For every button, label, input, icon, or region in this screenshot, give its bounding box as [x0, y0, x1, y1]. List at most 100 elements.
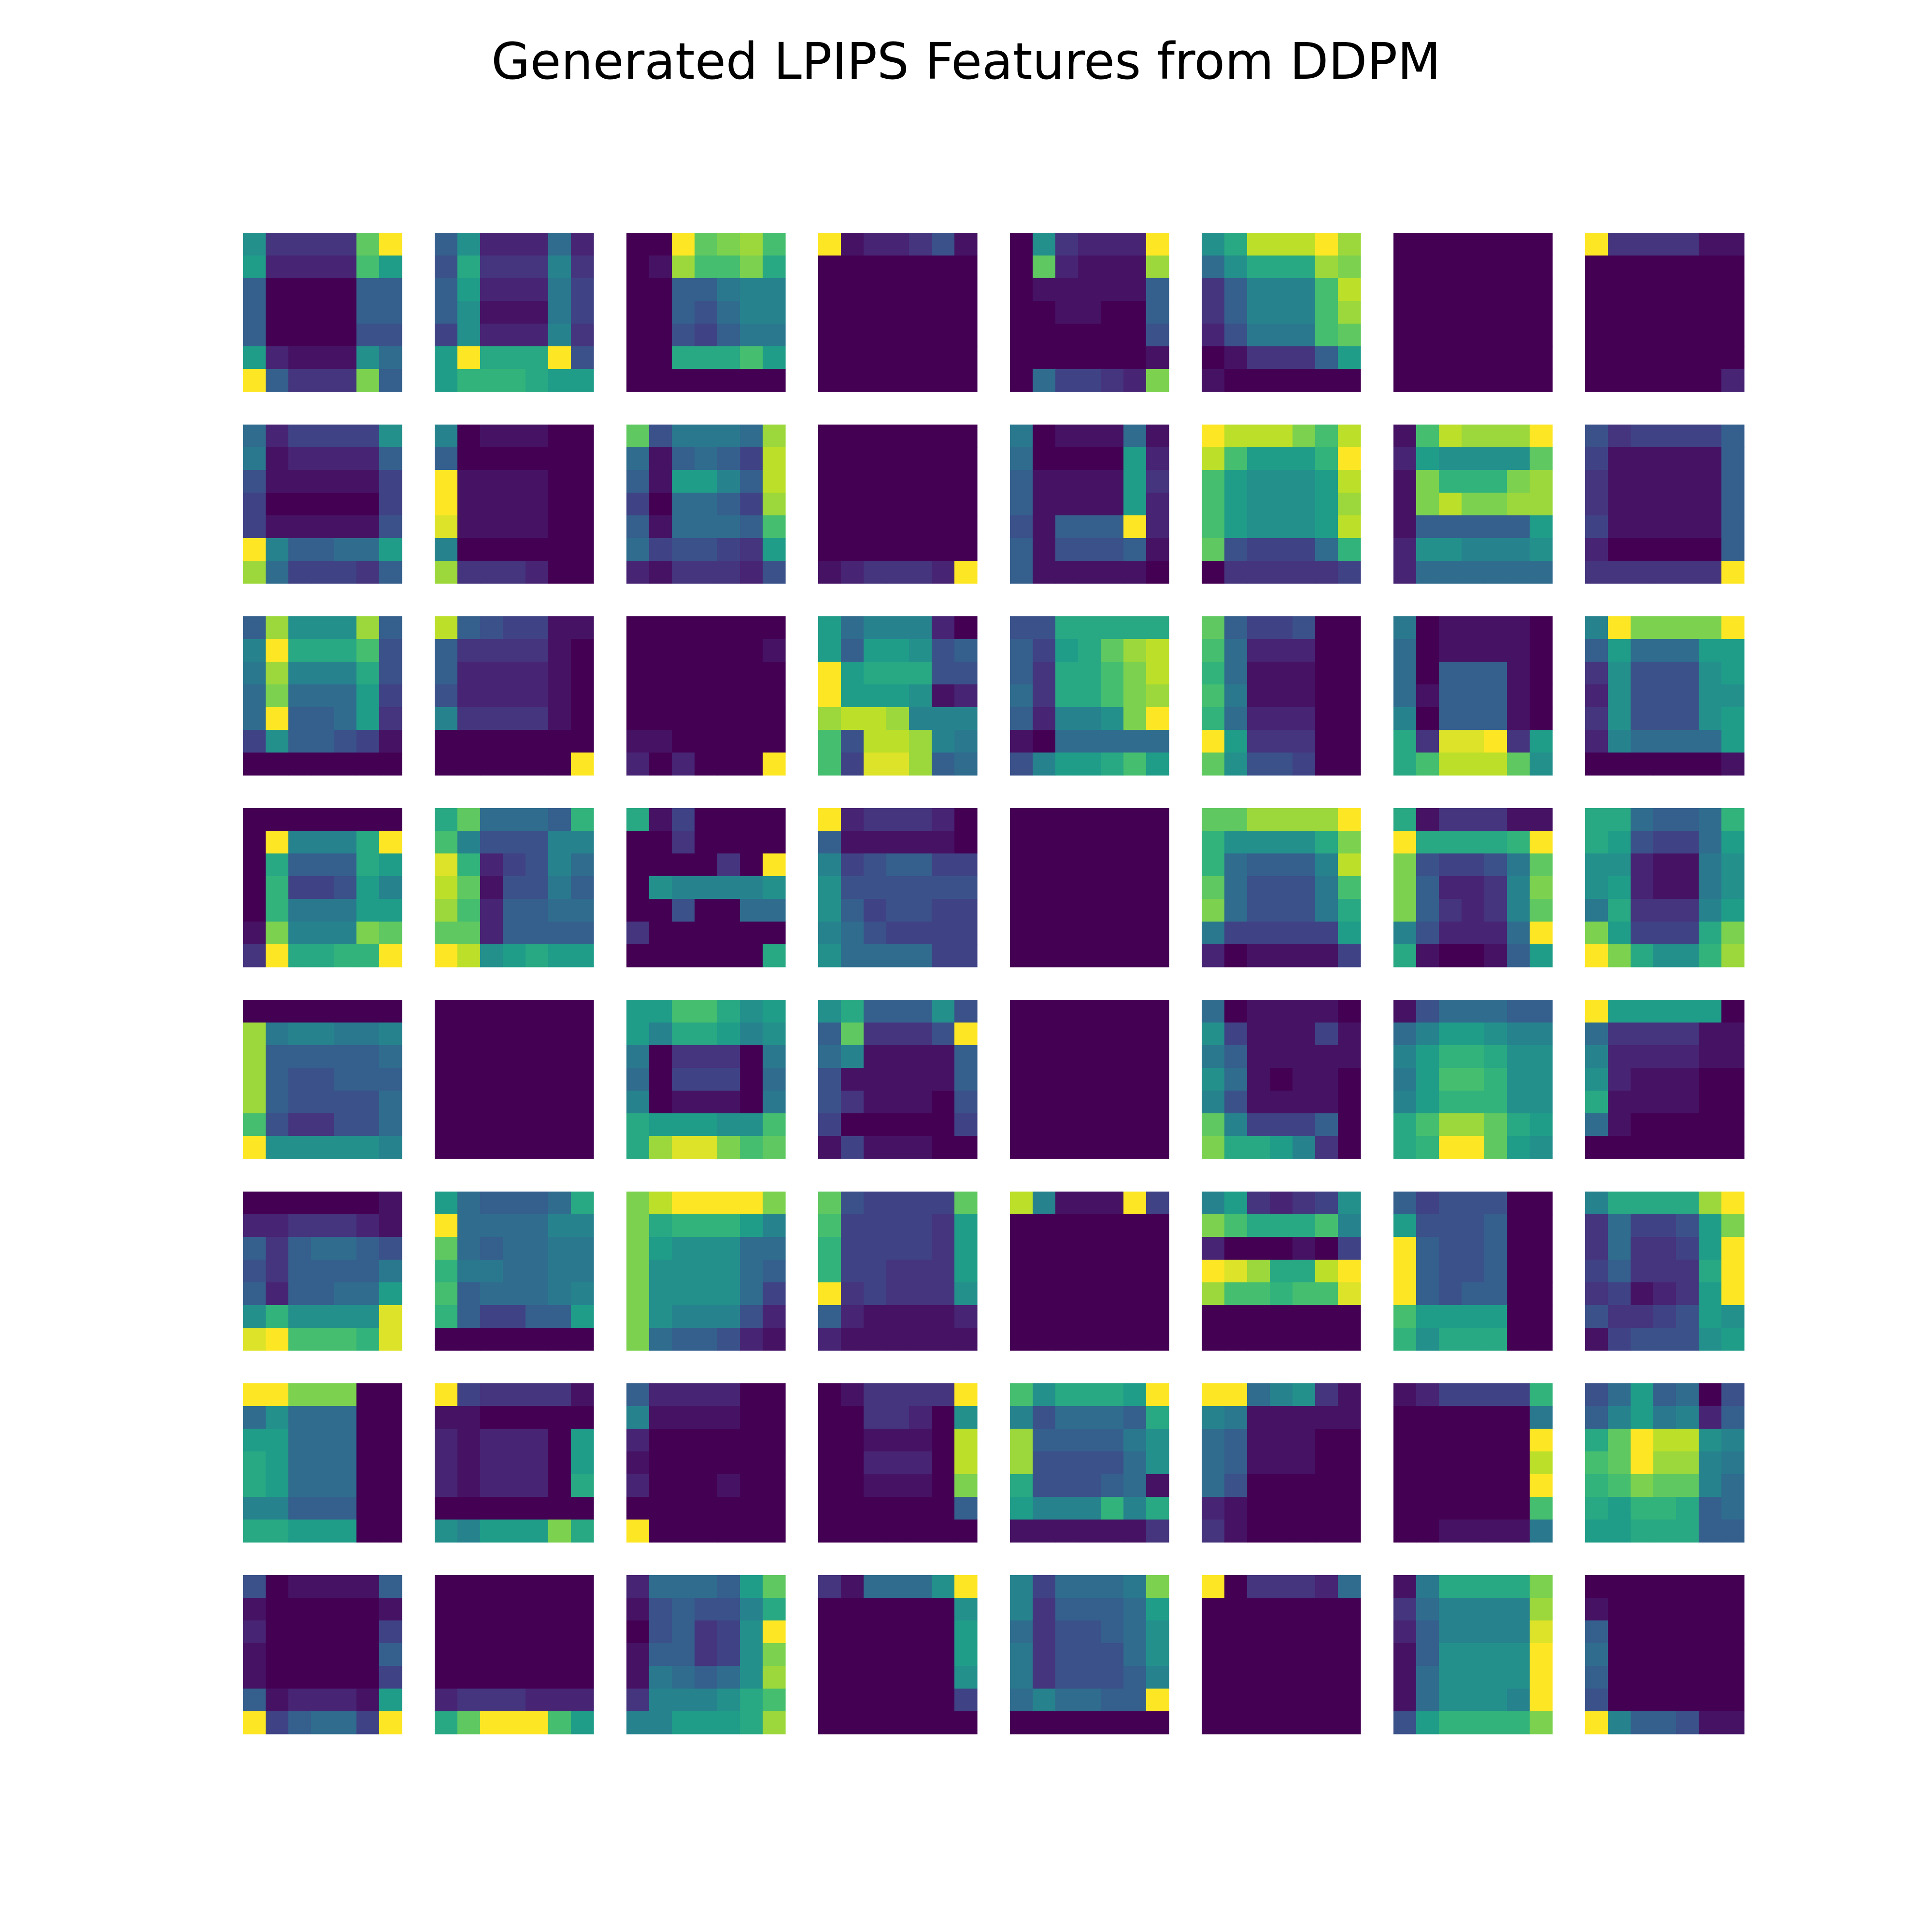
heatmap-cell	[1078, 1192, 1101, 1215]
heatmap-cell	[1699, 1136, 1722, 1159]
heatmap-cell	[818, 1497, 841, 1520]
heatmap-cell	[356, 301, 380, 324]
heatmap-cell	[266, 278, 289, 301]
heatmap-cell	[1247, 1711, 1270, 1734]
heatmap-cell	[672, 1000, 695, 1023]
heatmap-cell	[932, 538, 955, 561]
heatmap-cell	[695, 1643, 718, 1666]
heatmap-cell	[1055, 1474, 1079, 1497]
heatmap-cell	[1585, 1214, 1608, 1237]
heatmap-cell	[1462, 1711, 1485, 1734]
heatmap-cell	[1416, 1429, 1439, 1452]
heatmap-cell	[1101, 493, 1124, 516]
heatmap-cell	[1530, 707, 1553, 730]
heatmap-cell	[1202, 447, 1225, 470]
heatmap-cell	[1338, 1214, 1361, 1237]
heatmap-cell	[1055, 369, 1079, 392]
heatmap-cell	[841, 1451, 864, 1475]
heatmap-cell	[571, 1383, 594, 1406]
heatmap-cell	[435, 493, 458, 516]
heatmap-cell	[864, 278, 887, 301]
heatmap-cell	[1247, 1689, 1270, 1712]
heatmap-cell	[266, 1689, 289, 1712]
heatmap-cell	[1721, 1113, 1745, 1136]
heatmap-cell	[435, 1383, 458, 1406]
heatmap-cell	[626, 944, 650, 967]
heatmap-cell	[1033, 1666, 1056, 1689]
heatmap-cell	[1101, 730, 1124, 753]
heatmap-cell	[954, 1068, 978, 1091]
heatmap-cell	[480, 922, 503, 945]
heatmap-cell	[503, 1575, 526, 1598]
heatmap-cell	[841, 1045, 864, 1068]
heatmap-cell	[356, 493, 380, 516]
heatmap-cell	[932, 515, 955, 539]
heatmap-cell	[1530, 278, 1553, 301]
heatmap-cell	[503, 753, 526, 776]
heatmap-cell	[909, 1620, 932, 1644]
heatmap-cell	[379, 1643, 402, 1666]
heatmap-cell	[1224, 639, 1248, 662]
heatmap-cell	[1338, 662, 1361, 685]
heatmap-cell	[695, 616, 718, 639]
heatmap-cell	[763, 1575, 786, 1598]
heatmap-cell	[457, 1045, 481, 1068]
heatmap-cell	[1202, 831, 1225, 854]
heatmap-cell	[379, 1000, 402, 1023]
heatmap-cell	[503, 1214, 526, 1237]
heatmap-cell	[1247, 538, 1270, 561]
heatmap-cell	[954, 1214, 978, 1237]
heatmap-cell	[1439, 1136, 1462, 1159]
heatmap-cell	[243, 1383, 266, 1406]
heatmap-cell	[1585, 346, 1608, 369]
heatmap-cell	[1315, 1237, 1338, 1260]
heatmap-cell	[818, 707, 841, 730]
heatmap-cell	[435, 1429, 458, 1452]
heatmap-cell	[1315, 1383, 1338, 1406]
heatmap-cell	[1699, 493, 1722, 516]
heatmap-cell	[818, 301, 841, 324]
heatmap-cell	[1202, 256, 1225, 279]
heatmap-cell	[1416, 1383, 1439, 1406]
heatmap-cell	[1101, 639, 1124, 662]
heatmap-cell	[1315, 1451, 1338, 1475]
heatmap-cell	[1439, 447, 1462, 470]
heatmap-cell	[672, 470, 695, 493]
heatmap-cell	[841, 944, 864, 967]
heatmap-cell	[1293, 1575, 1316, 1598]
heatmap-cell	[1608, 707, 1631, 730]
heatmap-cell	[266, 1136, 289, 1159]
heatmap-cell	[932, 1497, 955, 1520]
heatmap-cell	[1608, 1282, 1631, 1306]
heatmap-cell	[1393, 1620, 1417, 1644]
heatmap-cell	[480, 346, 503, 369]
feature-map-38	[1202, 1000, 1361, 1159]
heatmap-cell	[1224, 1520, 1248, 1543]
heatmap-cell	[1699, 1598, 1722, 1621]
heatmap-cell	[1608, 1113, 1631, 1136]
heatmap-cell	[932, 1192, 955, 1215]
heatmap-cell	[266, 369, 289, 392]
heatmap-cell	[864, 808, 887, 831]
heatmap-cell	[288, 447, 312, 470]
heatmap-cell	[334, 753, 357, 776]
heatmap-cell	[1202, 324, 1225, 347]
heatmap-cell	[1202, 515, 1225, 539]
heatmap-cell	[864, 1023, 887, 1046]
heatmap-cell	[1721, 944, 1745, 967]
heatmap-cell	[1078, 922, 1101, 945]
heatmap-cell	[1585, 1091, 1608, 1114]
heatmap-cell	[571, 1598, 594, 1621]
heatmap-cell	[1393, 753, 1417, 776]
heatmap-cell	[1653, 1406, 1676, 1429]
heatmap-cell	[311, 1666, 334, 1689]
heatmap-cell	[672, 1091, 695, 1114]
heatmap-cell	[1631, 662, 1654, 685]
heatmap-cell	[841, 876, 864, 899]
heatmap-cell	[909, 1260, 932, 1283]
heatmap-cell	[266, 1383, 289, 1406]
heatmap-cell	[818, 1643, 841, 1666]
heatmap-cell	[672, 1328, 695, 1351]
heatmap-cell	[243, 346, 266, 369]
